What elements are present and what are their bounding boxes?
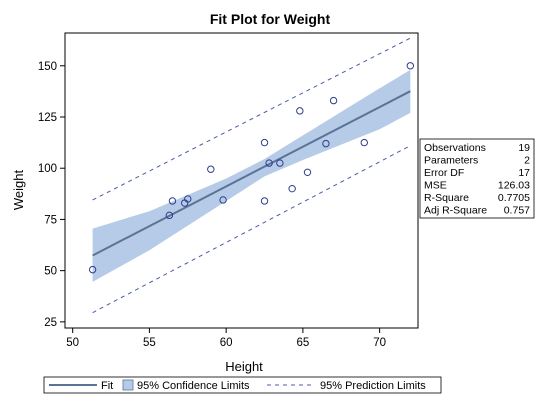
plot-content — [88, 37, 415, 314]
stat-value: 126.03 — [498, 180, 530, 192]
data-point — [207, 165, 215, 173]
plot-frame — [64, 32, 419, 329]
stat-label: Adj R-Square — [424, 205, 487, 217]
prediction-limit-upper — [92, 37, 411, 201]
legend-confidence-swatch — [122, 379, 134, 391]
data-point — [165, 211, 174, 220]
stat-label: R-Square — [424, 192, 469, 204]
data-point — [260, 197, 269, 205]
data-point — [260, 138, 269, 147]
stat-label: Observations — [424, 142, 486, 154]
stat-value: 0.7705 — [498, 192, 530, 204]
data-point — [360, 138, 368, 147]
chart-title: Fit Plot for Weight — [210, 11, 331, 27]
legend: Fit 95% Confidence Limits 95% Prediction L… — [43, 376, 442, 394]
confidence-band — [92, 69, 411, 282]
stat-label: MSE — [424, 180, 447, 192]
x-tick-label: 50 — [66, 337, 79, 349]
data-point — [322, 139, 330, 148]
prediction-limit-lower — [92, 145, 411, 314]
data-point — [303, 168, 312, 177]
y-tick-label: 75 — [44, 214, 57, 226]
legend-confidence-label: 95% Confidence Limits — [137, 380, 250, 392]
x-tick-label: 65 — [296, 337, 309, 349]
y-axis-ticks: 25 50 75 100 125 150 — [38, 61, 65, 329]
data-point — [276, 159, 284, 167]
data-point — [296, 107, 304, 115]
y-tick-label: 25 — [44, 317, 57, 329]
stats-box-frame — [419, 138, 535, 219]
stat-label: Error DF — [424, 167, 464, 179]
stat-value: 0.757 — [504, 205, 530, 217]
data-point — [288, 184, 296, 193]
x-axis-label: Height — [225, 359, 263, 374]
data-point — [219, 196, 227, 204]
data-point — [88, 265, 97, 274]
x-axis-ticks: 50 55 60 65 70 — [66, 328, 386, 349]
stat-value: 19 — [518, 142, 530, 154]
x-tick-label: 70 — [373, 337, 386, 349]
y-axis-label: Weight — [11, 170, 26, 211]
stat-label: Parameters — [424, 155, 478, 167]
data-point — [329, 96, 338, 105]
data-point — [184, 195, 192, 203]
legend-frame — [43, 376, 442, 394]
legend-prediction-label: 95% Prediction Limits — [320, 380, 426, 392]
fit-statistics-table: Observations 19 Parameters 2 Error DF 17 MSE 12… — [419, 138, 535, 219]
y-tick-label: 50 — [44, 266, 57, 278]
legend-fit-label: Fit — [101, 380, 113, 392]
x-tick-label: 60 — [220, 337, 233, 349]
y-tick-label: 100 — [38, 163, 57, 175]
data-point — [265, 159, 273, 167]
data-point — [168, 197, 177, 205]
stat-value: 2 — [524, 155, 530, 167]
data-point — [406, 62, 415, 70]
fit-line — [92, 90, 411, 257]
x-tick-label: 55 — [143, 337, 156, 349]
stat-value: 17 — [518, 167, 530, 179]
y-tick-label: 125 — [38, 112, 57, 124]
y-tick-label: 150 — [38, 61, 57, 73]
